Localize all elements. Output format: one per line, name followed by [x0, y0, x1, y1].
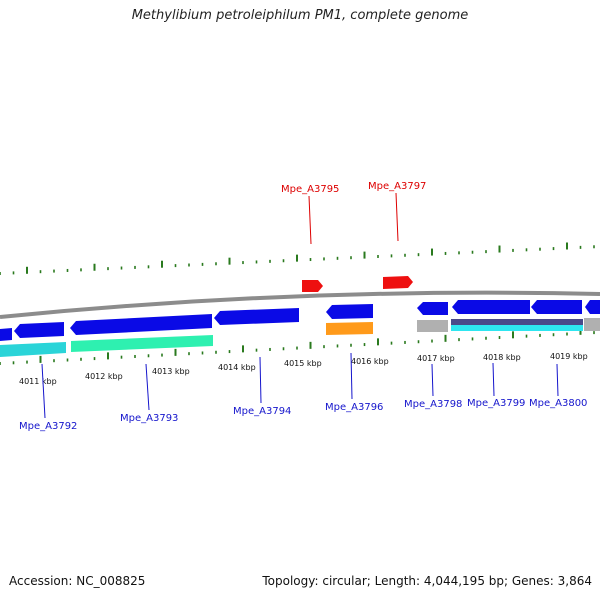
feature-mpe-a3794-cds[interactable] [214, 308, 299, 325]
feature-mpe-a3793-cds[interactable] [70, 314, 212, 335]
feature-mpe-a3792-cds[interactable] [0, 328, 12, 341]
feature-mpe-a3796-cds[interactable] [326, 304, 373, 319]
accession-text: Accession: NC_008825 [9, 574, 146, 588]
feature-mpe-a3798-cds[interactable] [417, 302, 448, 315]
feature-mpe-a3799-product[interactable] [451, 325, 583, 331]
kbp-label: 4011 kbp [19, 377, 57, 386]
kbp-label: 4019 kbp [550, 352, 588, 361]
genome-summary-text: Topology: circular; Length: 4,044,195 bp… [262, 574, 592, 588]
kbp-label: 4016 kbp [351, 357, 389, 366]
bottom-gene-labels: Mpe_A3792 Mpe_A3793 Mpe_A3794 Mpe_A3796 … [19, 398, 587, 432]
kbp-label: 4014 kbp [218, 363, 256, 372]
bottom-label-lines [41, 352, 559, 419]
genome-backbone [0, 290, 600, 319]
top-gene-labels: Mpe_A3795 Mpe_A3797 [281, 181, 426, 195]
gene-label-mpe-a3792[interactable]: Mpe_A3792 [19, 421, 77, 432]
feature-mpe-a3797[interactable] [383, 276, 413, 289]
feature-mpe-a3795[interactable] [302, 280, 323, 292]
gene-label-mpe-a3798[interactable]: Mpe_A3798 [404, 399, 462, 410]
feature-mpe-a3799-cds[interactable] [452, 300, 530, 314]
gene-label-mpe-a3794[interactable]: Mpe_A3794 [233, 406, 291, 417]
feature-mpe-a3800-cds[interactable] [531, 300, 582, 314]
map-title: Methylibium petroleiphilum PM1, complete… [131, 8, 469, 23]
feature-mpe-a3792-product[interactable] [0, 342, 66, 357]
feature-mpe-a3793-product[interactable] [71, 335, 213, 352]
feature-mpe-a3799-product-dark[interactable] [451, 319, 583, 325]
forward-features [302, 276, 413, 292]
kbp-label: 4013 kbp [152, 367, 190, 376]
kbp-label: 4012 kbp [85, 372, 123, 381]
gene-label-mpe-a3796[interactable]: Mpe_A3796 [325, 402, 383, 413]
feature-mpe-a3796-product[interactable] [326, 322, 373, 335]
reverse-cds-row [0, 300, 600, 341]
upper-tick-row [0, 242, 595, 275]
feature-mpe-a3798-product[interactable] [417, 320, 448, 332]
feature-right-product[interactable] [584, 318, 600, 331]
product-feature-row [0, 318, 600, 357]
kbp-label: 4018 kbp [483, 353, 521, 362]
gene-label-mpe-a3797[interactable]: Mpe_A3797 [368, 181, 426, 192]
gene-label-mpe-a3793[interactable]: Mpe_A3793 [120, 413, 178, 424]
feature-cds-right[interactable] [585, 300, 600, 314]
gene-label-mpe-a3795[interactable]: Mpe_A3795 [281, 184, 339, 195]
kbp-labels: 4011 kbp 4012 kbp 4013 kbp 4014 kbp 4015… [19, 352, 588, 386]
gene-label-mpe-a3799[interactable]: Mpe_A3799 [467, 398, 525, 409]
top-label-lines [308, 192, 399, 245]
kbp-label: 4017 kbp [417, 354, 455, 363]
kbp-label: 4015 kbp [284, 359, 322, 368]
gene-label-mpe-a3800[interactable]: Mpe_A3800 [529, 398, 587, 409]
feature-cds-a[interactable] [14, 322, 64, 338]
